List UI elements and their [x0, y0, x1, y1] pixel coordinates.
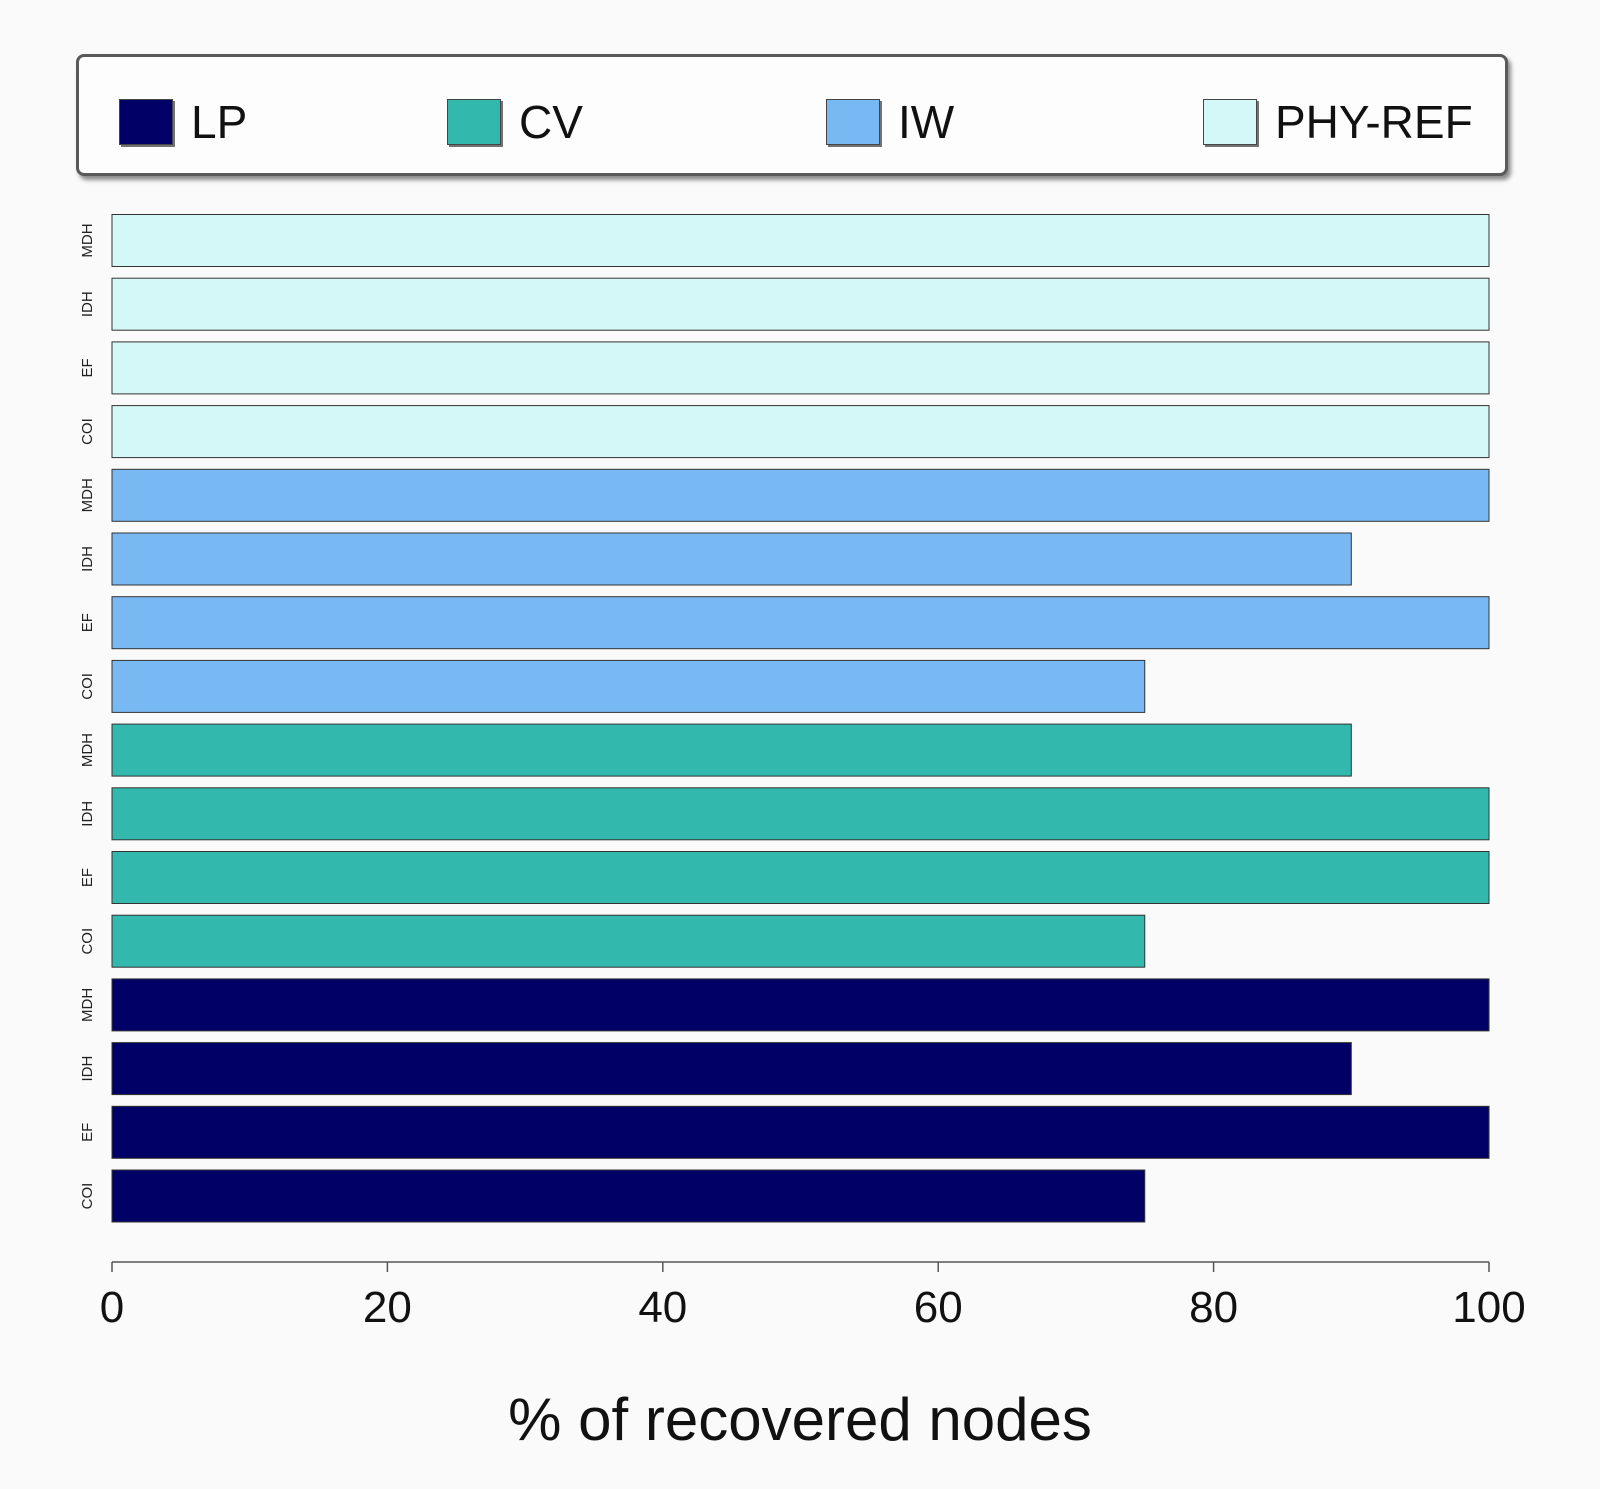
x-tick-label-60: 60: [914, 1283, 963, 1332]
x-tick-label-0: 0: [100, 1283, 124, 1332]
legend-swatch-iw: [826, 99, 880, 145]
x-tick-label-100: 100: [1452, 1283, 1525, 1332]
legend-item-cv: CV: [447, 97, 583, 147]
bar-cv-idh: [111, 787, 1490, 841]
bar-iw-mdh: [111, 468, 1490, 522]
y-tick-label-phy-ref-coi: COI: [79, 418, 96, 445]
y-tick-label-lp-ef: EF: [79, 1123, 96, 1142]
legend-label-phy-ref: PHY-REF: [1275, 96, 1473, 148]
y-tick-label-cv-coi: COI: [79, 928, 96, 955]
bar-lp-mdh: [111, 978, 1490, 1032]
legend-swatch-lp: [119, 99, 173, 145]
legend-label-lp: LP: [191, 96, 248, 148]
bar-phy-ref-coi: [111, 405, 1490, 459]
legend-item-lp: LP: [119, 97, 247, 147]
bar-lp-coi: [111, 1169, 1146, 1223]
y-tick-label-cv-ef: EF: [79, 868, 96, 887]
y-tick-label-iw-coi: COI: [79, 673, 96, 700]
y-tick-label-phy-ref-ef: EF: [79, 358, 96, 377]
x-tick-label-20: 20: [363, 1283, 412, 1332]
y-tick-label-phy-ref-mdh: MDH: [79, 223, 96, 257]
legend-swatch-phy-ref: [1203, 99, 1257, 145]
x-tick-label-80: 80: [1189, 1283, 1238, 1332]
legend-label-cv: CV: [519, 96, 583, 148]
x-tick-label-40: 40: [638, 1283, 687, 1332]
bar-phy-ref-ef: [111, 341, 1490, 395]
bar-iw-idh: [111, 532, 1352, 586]
bar-cv-mdh: [111, 723, 1352, 777]
y-tick-labels: COI EF IDH MDH COI EF IDH MDH COI EF IDH MDH COI EF ID…: [79, 223, 96, 1209]
bar-phy-ref-mdh: [111, 214, 1490, 267]
y-tick-label-iw-idh: IDH: [79, 546, 96, 572]
legend-swatch-cv: [447, 99, 501, 145]
legend: LP CV IW PHY-REF: [76, 54, 1508, 176]
y-tick-label-lp-mdh: MDH: [79, 988, 96, 1022]
bar-cv-coi: [111, 914, 1146, 968]
bar-lp-idh: [111, 1042, 1352, 1096]
bar-phy-ref-idh: [111, 277, 1490, 331]
y-tick-label-lp-coi: COI: [79, 1183, 96, 1210]
y-tick-label-iw-ef: EF: [79, 613, 96, 632]
bar-iw-ef: [111, 596, 1490, 650]
legend-item-iw: IW: [826, 97, 954, 147]
legend-label-iw: IW: [898, 96, 955, 148]
bars-group: [111, 214, 1490, 1223]
y-tick-label-cv-mdh: MDH: [79, 733, 96, 767]
legend-item-phy-ref: PHY-REF: [1203, 97, 1473, 147]
bar-iw-coi: [111, 659, 1146, 713]
y-tick-label-phy-ref-idh: IDH: [79, 291, 96, 317]
y-tick-label-lp-idh: IDH: [79, 1056, 96, 1082]
bar-lp-ef: [111, 1105, 1490, 1159]
x-axis: 0 20 40 60 80 100: [100, 1261, 1526, 1332]
y-tick-label-iw-mdh: MDH: [79, 478, 96, 512]
x-axis-label: % of recovered nodes: [508, 1386, 1092, 1453]
y-tick-label-cv-idh: IDH: [79, 801, 96, 827]
bar-cv-ef: [111, 851, 1490, 904]
